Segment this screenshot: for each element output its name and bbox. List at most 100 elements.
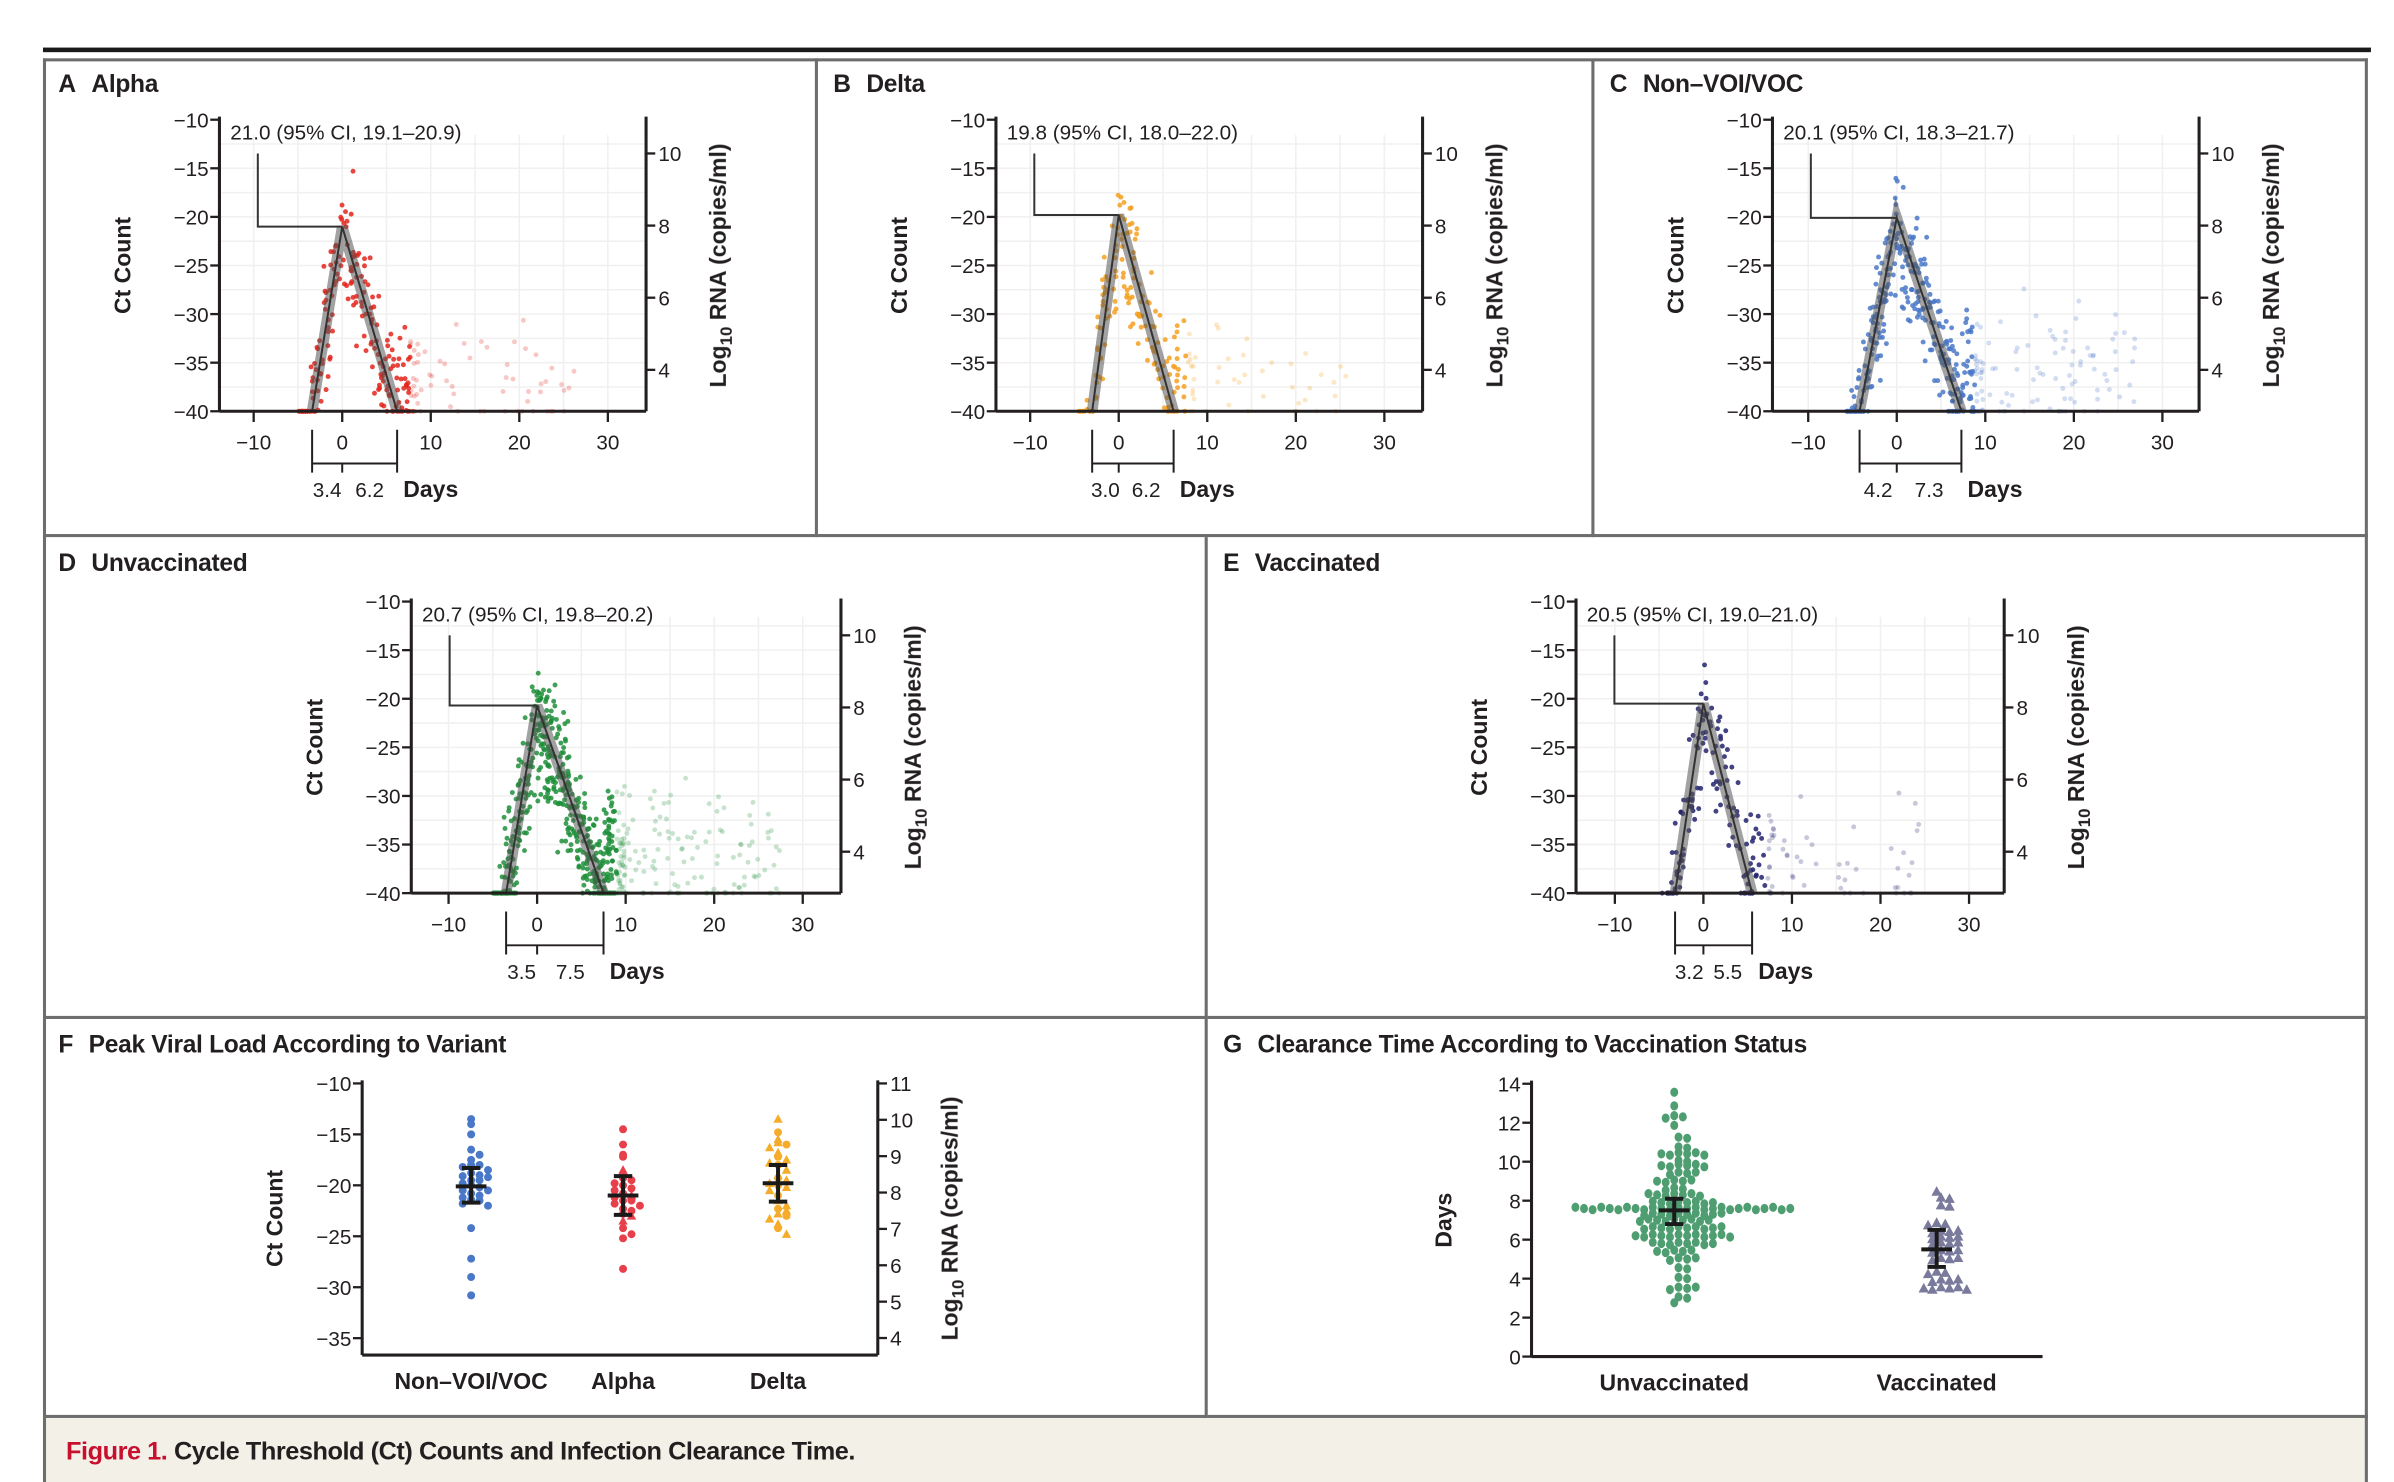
data-point xyxy=(1769,884,1775,889)
data-point xyxy=(548,795,554,801)
data-point xyxy=(1192,354,1198,360)
data-point xyxy=(2095,396,2101,402)
panel-d-unvaccinated: D Unvaccinated 20.7 (95% CI, 19.8–20.2) −1… xyxy=(42,537,1208,1019)
data-point xyxy=(1120,270,1126,276)
data-point xyxy=(372,390,377,396)
data-point xyxy=(389,347,395,353)
data-point xyxy=(617,880,623,886)
peak-annotation: 20.7 (95% CI, 19.8–20.2) xyxy=(422,604,653,627)
x-tick-label: 10 xyxy=(1974,432,1997,455)
panel-letter: A xyxy=(58,72,77,99)
data-point xyxy=(768,828,774,834)
data-point xyxy=(666,800,672,805)
data-point xyxy=(1946,346,1952,352)
data-point xyxy=(401,385,407,391)
y-tick-label: 2 xyxy=(1509,1307,1521,1330)
x-tick-label: 20 xyxy=(703,914,726,937)
data-point xyxy=(1095,314,1101,320)
data-point xyxy=(737,885,743,890)
panel-title-text: Alpha xyxy=(91,72,159,99)
proliferation-duration-label: 3.5 xyxy=(507,961,536,984)
clearance-duration-label: 6.2 xyxy=(1132,479,1161,502)
data-point xyxy=(747,812,753,818)
data-point xyxy=(1145,357,1151,363)
data-point xyxy=(614,789,620,795)
data-point xyxy=(650,805,656,811)
y-tick-label: −40 xyxy=(365,883,400,906)
data-point xyxy=(449,383,455,389)
data-point xyxy=(1126,300,1132,306)
data-point xyxy=(1892,292,1898,298)
data-point xyxy=(2090,353,2096,359)
data-point xyxy=(622,864,628,870)
data-point xyxy=(1978,324,1983,330)
data-point xyxy=(1952,1281,1964,1292)
data-point xyxy=(2034,365,2040,371)
mean-ci-error-bar xyxy=(1658,1196,1690,1227)
data-point xyxy=(545,791,551,796)
duration-bracket xyxy=(505,911,605,955)
data-point xyxy=(1900,274,1906,280)
data-point xyxy=(774,1128,783,1137)
data-point xyxy=(2085,345,2091,351)
data-point xyxy=(2052,336,2058,342)
data-point xyxy=(1101,254,1107,260)
data-point xyxy=(1686,737,1692,743)
data-point xyxy=(1927,1284,1938,1294)
data-point xyxy=(1974,391,1980,397)
data-point xyxy=(2077,362,2083,368)
data-point xyxy=(714,808,720,814)
data-point xyxy=(621,848,627,854)
panel-title-text: Clearance Time According to Vaccination … xyxy=(1257,1032,1808,1059)
data-point xyxy=(525,398,531,404)
data-point xyxy=(1921,256,1927,262)
data-point xyxy=(1809,842,1815,848)
data-point xyxy=(746,843,752,848)
data-point xyxy=(1842,877,1848,883)
data-point xyxy=(1244,336,1250,342)
data-point xyxy=(1851,824,1857,830)
data-point xyxy=(647,796,653,802)
data-point xyxy=(1751,1205,1760,1215)
data-point xyxy=(609,858,615,864)
y-right-tick-label: 6 xyxy=(658,287,670,310)
data-point xyxy=(552,682,558,688)
data-point xyxy=(610,1186,619,1195)
data-point xyxy=(621,822,627,828)
data-point xyxy=(1931,1186,1942,1196)
data-point xyxy=(369,364,375,370)
data-point xyxy=(1181,394,1187,400)
data-point xyxy=(1944,1253,1955,1264)
y-right-tick-label: 10 xyxy=(890,1109,913,1132)
x-tick-label: 0 xyxy=(531,914,543,937)
data-point xyxy=(1236,379,1242,385)
data-point xyxy=(1771,827,1777,833)
data-point xyxy=(408,339,413,345)
x-category-label: Non–VOI/VOC xyxy=(394,1368,547,1394)
data-point xyxy=(1780,846,1786,852)
data-point xyxy=(1112,298,1118,304)
data-point xyxy=(782,1211,791,1220)
data-point xyxy=(478,339,484,345)
data-point xyxy=(458,1193,467,1202)
data-point xyxy=(1877,377,1883,383)
data-point xyxy=(618,854,624,860)
data-point xyxy=(535,775,541,781)
data-point xyxy=(1678,1112,1687,1122)
data-point xyxy=(584,866,590,872)
data-point xyxy=(582,805,588,811)
data-point xyxy=(546,764,552,769)
data-point xyxy=(1225,356,1231,362)
data-point xyxy=(2073,316,2079,321)
data-point xyxy=(1944,1275,1955,1285)
data-point xyxy=(621,841,627,847)
data-point xyxy=(1605,1203,1614,1214)
trajectory-ci-band xyxy=(306,225,403,413)
data-point xyxy=(551,784,557,790)
data-point xyxy=(619,843,625,849)
data-point xyxy=(1974,321,1980,327)
data-point xyxy=(1687,1245,1696,1255)
data-point xyxy=(308,364,314,370)
data-point xyxy=(575,856,581,862)
data-point xyxy=(1895,884,1901,890)
